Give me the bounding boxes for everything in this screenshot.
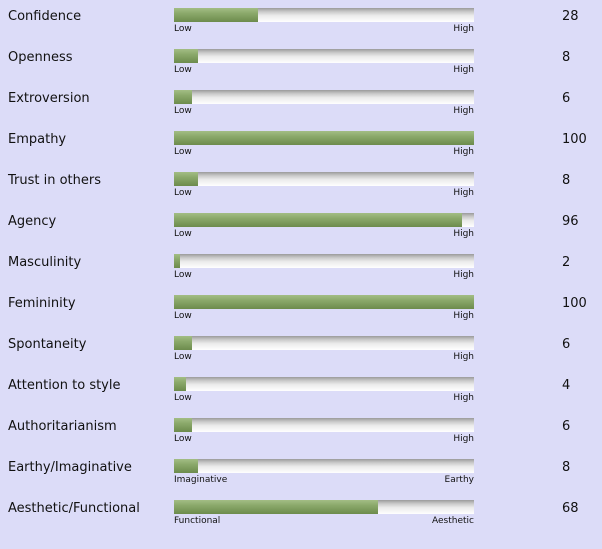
- bar-high-label: High: [453, 311, 474, 321]
- bar-low-label: Low: [174, 434, 192, 444]
- trait-bar-fill: [174, 295, 474, 309]
- trait-label: Agency: [8, 214, 57, 229]
- bar-low-label: Low: [174, 393, 192, 403]
- bar-high-label: High: [453, 393, 474, 403]
- trait-label: Masculinity: [8, 255, 82, 270]
- bar-low-label: Low: [174, 352, 192, 362]
- trait-bar: [174, 459, 474, 473]
- trait-label: Empathy: [8, 132, 67, 147]
- trait-bar: [174, 8, 474, 22]
- trait-label: Extroversion: [8, 91, 90, 106]
- trait-label: Attention to style: [8, 378, 121, 393]
- trait-score: 2: [562, 255, 571, 270]
- trait-label: Femininity: [8, 296, 76, 311]
- trait-score: 4: [562, 378, 571, 393]
- bar-high-label: Aesthetic: [432, 516, 474, 526]
- bar-low-label: Low: [174, 188, 192, 198]
- trait-label: Earthy/Imaginative: [8, 460, 132, 475]
- trait-bar-fill: [174, 459, 198, 473]
- trait-bar: [174, 377, 474, 391]
- bar-high-label: High: [453, 270, 474, 280]
- trait-list: Confidence Low High 28 Openness Low High…: [0, 0, 602, 533]
- trait-score: 6: [562, 91, 571, 106]
- trait-row-aesthetic-functional: Aesthetic/Functional Functional Aestheti…: [0, 492, 602, 533]
- trait-bar: [174, 131, 474, 145]
- trait-row-spontaneity: Spontaneity Low High 6: [0, 328, 602, 369]
- trait-bar-fill: [174, 254, 180, 268]
- trait-score: 68: [562, 501, 579, 516]
- trait-bar-fill: [174, 500, 378, 514]
- bar-high-label: High: [453, 106, 474, 116]
- bar-high-label: High: [453, 434, 474, 444]
- bar-low-label: Low: [174, 24, 192, 34]
- trait-bar: [174, 418, 474, 432]
- bar-low-label: Low: [174, 65, 192, 75]
- trait-label: Authoritarianism: [8, 419, 117, 434]
- bar-high-label: High: [453, 24, 474, 34]
- trait-bar-fill: [174, 336, 192, 350]
- bar-high-label: High: [453, 147, 474, 157]
- trait-bar: [174, 500, 474, 514]
- trait-label: Aesthetic/Functional: [8, 501, 140, 516]
- trait-row-femininity: Femininity Low High 100: [0, 287, 602, 328]
- trait-row-confidence: Confidence Low High 28: [0, 0, 602, 41]
- bar-high-label: High: [453, 352, 474, 362]
- trait-bar: [174, 172, 474, 186]
- trait-label: Confidence: [8, 9, 82, 24]
- trait-row-authoritarianism: Authoritarianism Low High 6: [0, 410, 602, 451]
- trait-bar-fill: [174, 131, 474, 145]
- bar-low-label: Imaginative: [174, 475, 228, 485]
- bar-high-label: High: [453, 229, 474, 239]
- trait-bar-fill: [174, 213, 462, 227]
- trait-row-earthy-imaginative: Earthy/Imaginative Imaginative Earthy 8: [0, 451, 602, 492]
- trait-bar: [174, 336, 474, 350]
- trait-bar-fill: [174, 172, 198, 186]
- bar-low-label: Low: [174, 106, 192, 116]
- trait-score: 6: [562, 337, 571, 352]
- trait-score: 96: [562, 214, 579, 229]
- trait-bar-fill: [174, 377, 186, 391]
- bar-low-label: Low: [174, 270, 192, 280]
- trait-label: Openness: [8, 50, 73, 65]
- trait-row-empathy: Empathy Low High 100: [0, 123, 602, 164]
- trait-bar: [174, 254, 474, 268]
- trait-score: 8: [562, 50, 571, 65]
- trait-score: 8: [562, 173, 571, 188]
- trait-bar: [174, 213, 474, 227]
- trait-row-masculinity: Masculinity Low High 2: [0, 246, 602, 287]
- trait-bar-fill: [174, 418, 192, 432]
- trait-row-openness: Openness Low High 8: [0, 41, 602, 82]
- trait-row-extroversion: Extroversion Low High 6: [0, 82, 602, 123]
- bar-high-label: Earthy: [444, 475, 474, 485]
- trait-row-trust-in-others: Trust in others Low High 8: [0, 164, 602, 205]
- trait-bar: [174, 90, 474, 104]
- trait-score: 100: [562, 132, 587, 147]
- bar-low-label: Functional: [174, 516, 221, 526]
- trait-bar-fill: [174, 8, 258, 22]
- trait-bar-fill: [174, 49, 198, 63]
- trait-score: 8: [562, 460, 571, 475]
- trait-row-attention-to-style: Attention to style Low High 4: [0, 369, 602, 410]
- trait-label: Trust in others: [8, 173, 102, 188]
- bar-low-label: Low: [174, 311, 192, 321]
- bar-low-label: Low: [174, 229, 192, 239]
- bar-high-label: High: [453, 188, 474, 198]
- trait-bar-fill: [174, 90, 192, 104]
- bar-high-label: High: [453, 65, 474, 75]
- trait-label: Spontaneity: [8, 337, 87, 352]
- bar-low-label: Low: [174, 147, 192, 157]
- trait-score: 6: [562, 419, 571, 434]
- trait-bar: [174, 295, 474, 309]
- trait-bar: [174, 49, 474, 63]
- trait-row-agency: Agency Low High 96: [0, 205, 602, 246]
- trait-score: 100: [562, 296, 587, 311]
- trait-score: 28: [562, 9, 579, 24]
